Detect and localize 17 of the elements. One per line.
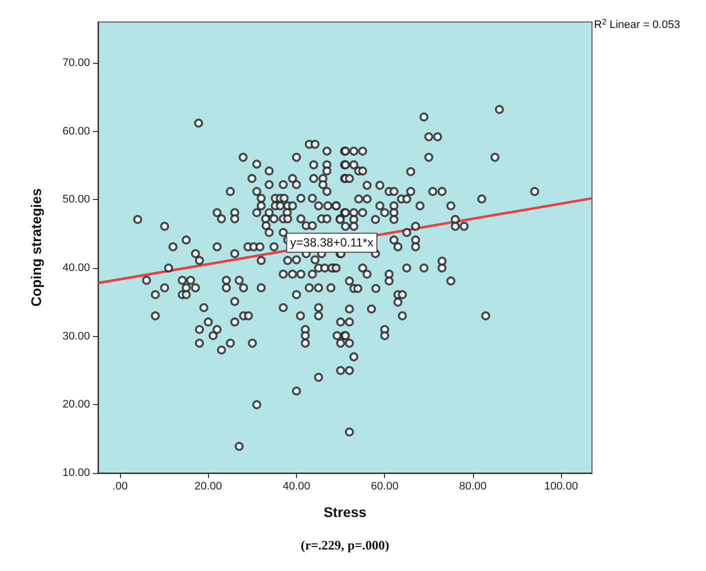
x-tick-label: 20.00 <box>194 480 222 492</box>
y-tick-label: 50.00 <box>62 194 90 206</box>
x-tick-label: 40.00 <box>282 480 310 492</box>
text: (r=.229, p=.000) <box>300 538 390 552</box>
x-axis-title: Stress <box>324 504 367 520</box>
y-axis-title: Coping strategies <box>28 188 44 307</box>
y-tick-label: 70.00 <box>62 57 90 69</box>
annotation: y=38.38+0.11*x <box>290 236 374 250</box>
y-tick-label: 10.00 <box>62 467 90 479</box>
x-tick-label: 60.00 <box>370 480 398 492</box>
y-tick-label: 20.00 <box>62 398 90 411</box>
x-tick-label: .00 <box>112 480 128 492</box>
y-tick-label: 30.00 <box>62 330 90 342</box>
x-tick-label: 80.00 <box>459 480 487 492</box>
x-tick-label: 100.00 <box>544 480 578 492</box>
y-tick-label: 60.00 <box>62 125 90 138</box>
y-tick-label: 40.00 <box>62 262 90 274</box>
